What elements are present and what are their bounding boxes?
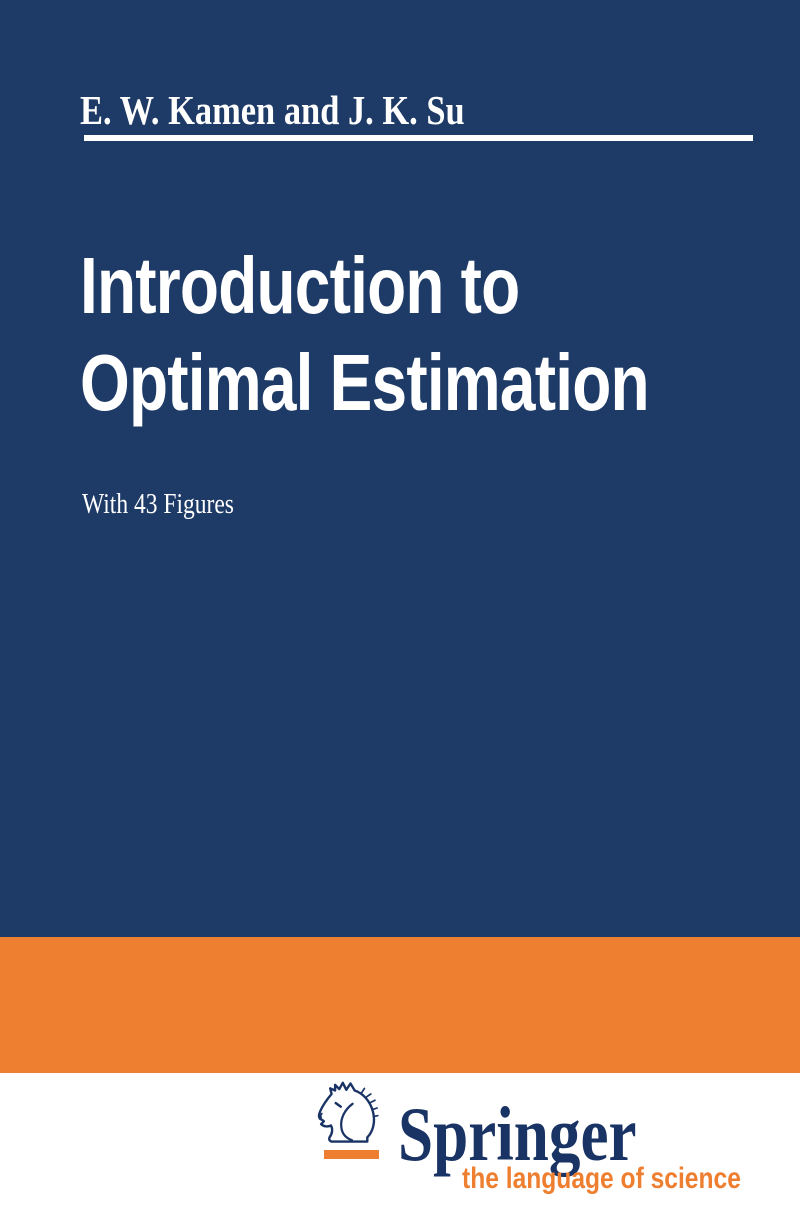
springer-horse-icon [317,1081,379,1143]
logo-underline-bar [324,1150,379,1159]
orange-band [0,937,800,1073]
author-underline-rule [84,135,753,141]
book-title-line2: Optimal Estimation [80,338,650,427]
publisher-name: Springer [398,1091,637,1177]
cover-background [0,0,800,937]
book-title: Introduction to Optimal Estimation [80,237,650,431]
book-title-line1: Introduction to [80,241,520,330]
publisher-footer [0,1073,800,1212]
author-line: E. W. Kamen and J. K. Su [80,87,465,133]
publisher-tagline: the language of science [462,1162,741,1195]
figures-note: With 43 Figures [82,489,234,520]
